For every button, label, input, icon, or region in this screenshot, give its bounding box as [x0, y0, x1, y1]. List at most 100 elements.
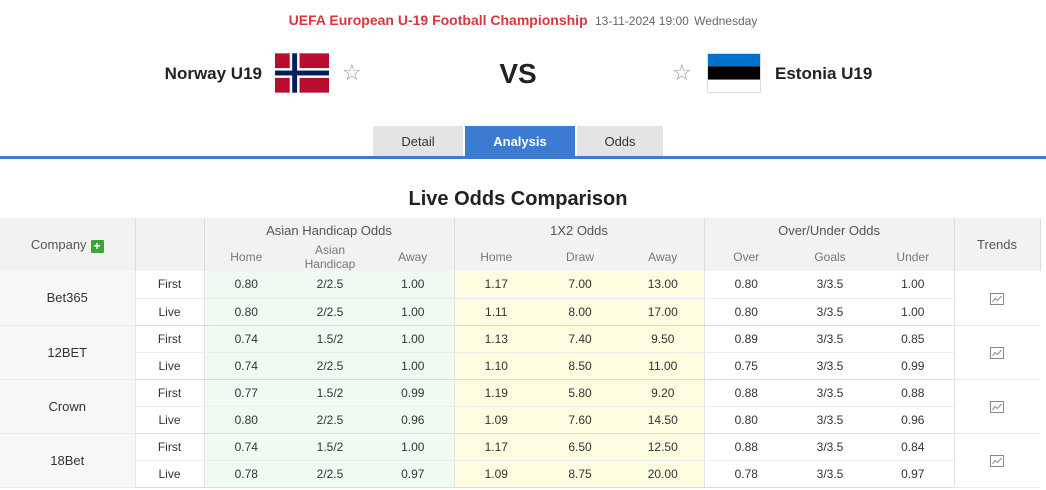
x12-home-odds: 1.09	[454, 406, 538, 434]
company-column-header: Company +	[0, 218, 136, 271]
ou-over-odds: 0.78	[704, 460, 788, 488]
ou-goals-line: 3/3.5	[788, 352, 872, 380]
tab-odds[interactable]: Odds	[577, 126, 663, 157]
asian-home-header: Home	[204, 243, 288, 271]
x12-draw-odds: 7.40	[538, 325, 622, 353]
match-tabs: Detail Analysis Odds	[373, 126, 665, 157]
x12-home-odds: 1.17	[454, 433, 538, 461]
estonia-flag-icon	[707, 53, 761, 93]
asian-handicap-value: 1.5/2	[288, 325, 372, 353]
x12-away-odds: 13.00	[622, 271, 705, 299]
line-chart-icon[interactable]	[990, 454, 1005, 467]
company-name[interactable]: 12BET	[0, 325, 136, 380]
trends-column-header: Trends	[954, 218, 1041, 271]
asian-away-header: Away	[372, 243, 455, 271]
asian-away-odds: 0.99	[372, 379, 455, 407]
asian-away-odds: 1.00	[372, 325, 455, 353]
asian-handicap-group-header: Asian Handicap Odds	[204, 218, 455, 243]
x12-home-odds: 1.09	[454, 460, 538, 488]
phase-label: Live	[135, 460, 205, 488]
company-name[interactable]: Crown	[0, 379, 136, 434]
x12-draw-odds: 5.80	[538, 379, 622, 407]
match-title-line: UEFA European U-19 Football Championship…	[0, 12, 1046, 28]
table-row: 12BET First 0.74 1.5/2 1.00 1.13 7.40 9.…	[0, 325, 1041, 380]
odds-table-body: Bet365 First 0.80 2/2.5 1.00 1.17 7.00 1…	[0, 271, 1041, 488]
ou-goals-header: Goals	[788, 243, 872, 271]
x12-draw-odds: 6.50	[538, 433, 622, 461]
phase-label: First	[135, 271, 205, 299]
phase-label: First	[135, 433, 205, 461]
ou-goals-line: 3/3.5	[788, 271, 872, 299]
asian-away-odds: 1.00	[372, 271, 455, 299]
tab-detail[interactable]: Detail	[373, 126, 463, 157]
ou-under-odds: 1.00	[872, 271, 955, 299]
ou-under-odds: 0.85	[872, 325, 955, 353]
add-company-plus-icon[interactable]: +	[90, 239, 104, 253]
asian-handicap-header: Asian Handicap	[288, 243, 372, 271]
norway-flag-icon	[275, 53, 329, 93]
asian-handicap-value: 2/2.5	[288, 460, 372, 488]
odds-comparison-table: Company + Asian Handicap Odds 1X2 Odds Ov…	[0, 218, 1041, 488]
ou-goals-line: 3/3.5	[788, 298, 872, 326]
ou-over-odds: 0.80	[704, 271, 788, 299]
ou-goals-line: 3/3.5	[788, 406, 872, 434]
table-row: Live 0.80 2/2.5 0.96 1.09 7.60 14.50 0.8…	[0, 406, 1040, 434]
league-name[interactable]: UEFA European U-19 Football Championship	[288, 12, 588, 28]
ou-goals-line: 3/3.5	[788, 433, 872, 461]
table-row: Bet365 First 0.80 2/2.5 1.00 1.17 7.00 1…	[0, 271, 1041, 326]
vs-label: VS	[499, 58, 537, 89]
asian-away-odds: 1.00	[372, 352, 455, 380]
company-name[interactable]: 18Bet	[0, 433, 136, 488]
line-chart-icon[interactable]	[990, 346, 1005, 359]
asian-handicap-value: 2/2.5	[288, 298, 372, 326]
line-chart-icon[interactable]	[990, 400, 1005, 413]
table-row: Crown First 0.77 1.5/2 0.99 1.19 5.80 9.…	[0, 379, 1041, 434]
ou-over-header: Over	[704, 243, 788, 271]
ou-goals-line: 3/3.5	[788, 379, 872, 407]
x12-home-odds: 1.17	[454, 271, 538, 299]
x12-away-odds: 14.50	[622, 406, 705, 434]
home-team-name[interactable]: Norway U19	[164, 64, 262, 83]
favorite-away-star-icon[interactable]: ☆	[672, 60, 692, 85]
x12-draw-odds: 7.00	[538, 271, 622, 299]
match-weekday: Wednesday	[694, 14, 758, 28]
asian-home-odds: 0.77	[204, 379, 288, 407]
table-row: Live 0.78 2/2.5 0.97 1.09 8.75 20.00 0.7…	[0, 460, 1040, 488]
ou-under-odds: 0.97	[872, 460, 955, 488]
ou-under-odds: 0.84	[872, 433, 955, 461]
phase-column-header	[135, 218, 205, 271]
x12-home-odds: 1.11	[454, 298, 538, 326]
x12-draw-odds: 8.00	[538, 298, 622, 326]
1x2-group-header: 1X2 Odds	[454, 218, 705, 243]
table-row: Live 0.80 2/2.5 1.00 1.11 8.00 17.00 0.8…	[0, 298, 1040, 326]
ou-under-odds: 0.99	[872, 352, 955, 380]
x12-draw-header: Draw	[538, 243, 622, 271]
ou-over-odds: 0.80	[704, 406, 788, 434]
x12-home-odds: 1.13	[454, 325, 538, 353]
trend-cell	[953, 379, 1041, 434]
favorite-home-star-icon[interactable]: ☆	[342, 60, 362, 85]
asian-away-odds: 0.96	[372, 406, 455, 434]
asian-home-odds: 0.80	[204, 271, 288, 299]
ou-over-odds: 0.80	[704, 298, 788, 326]
company-name[interactable]: Bet365	[0, 271, 136, 326]
asian-home-odds: 0.80	[204, 298, 288, 326]
tab-analysis[interactable]: Analysis	[465, 126, 575, 157]
table-row: Live 0.74 2/2.5 1.00 1.10 8.50 11.00 0.7…	[0, 352, 1040, 380]
ou-goals-line: 3/3.5	[788, 325, 872, 353]
ou-over-odds: 0.89	[704, 325, 788, 353]
trend-cell	[953, 433, 1041, 488]
phase-label: Live	[135, 298, 205, 326]
over-under-group-header: Over/Under Odds	[704, 218, 955, 243]
x12-home-odds: 1.10	[454, 352, 538, 380]
x12-away-odds: 20.00	[622, 460, 705, 488]
away-team-name[interactable]: Estonia U19	[775, 64, 873, 83]
asian-home-odds: 0.74	[204, 352, 288, 380]
section-title: Live Odds Comparison	[408, 188, 628, 210]
asian-handicap-value: 2/2.5	[288, 406, 372, 434]
ou-under-odds: 1.00	[872, 298, 955, 326]
phase-label: Live	[135, 406, 205, 434]
ou-over-odds: 0.88	[704, 379, 788, 407]
x12-away-header: Away	[622, 243, 705, 271]
line-chart-icon[interactable]	[990, 292, 1005, 305]
